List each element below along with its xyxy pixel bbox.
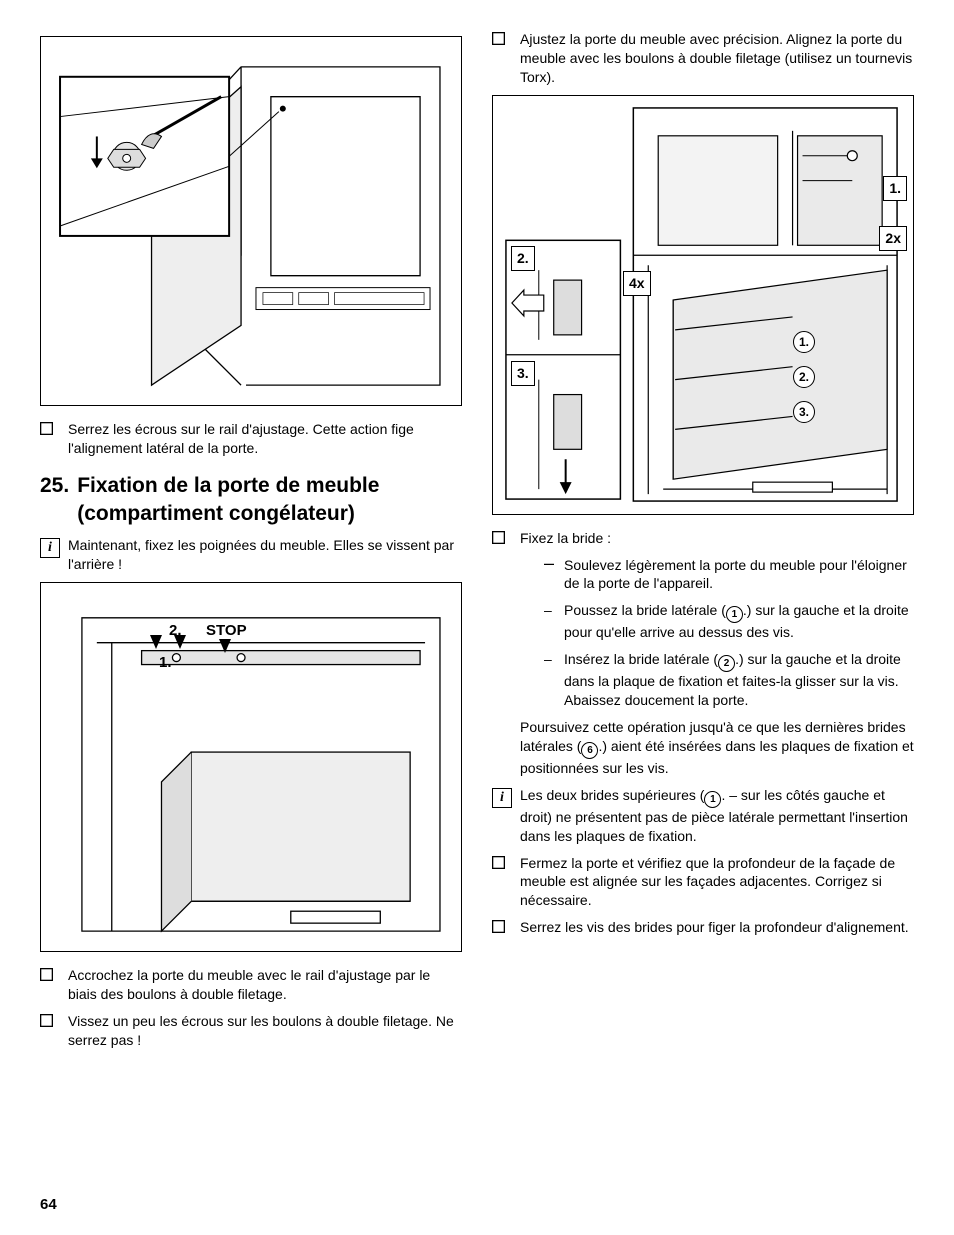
arrow-down-icon [219,639,231,653]
text: Ajustez la porte du meuble avec précisio… [520,30,914,87]
figure-rail-nuts [40,36,462,406]
text: Insérez la bride latérale (2.) sur la ga… [564,650,914,710]
label-2: 2. [511,246,535,271]
square-bullet-icon [40,966,68,981]
info-icon: i [492,786,520,808]
label-2x: 2x [879,226,907,251]
bullet-fixez: Fixez la bride : [492,529,914,548]
square-bullet-icon [492,918,520,933]
ref-1-icon: 1 [726,606,743,623]
text: Maintenant, fixez les poignées du meuble… [68,536,462,574]
square-bullet-icon [492,854,520,869]
text: Serrez les vis des brides pour figer la … [520,918,914,937]
dash-inserez: – Insérez la bride latérale (2.) sur la … [544,650,914,710]
bullet-fermez: Fermez la porte et vérifiez que la profo… [492,854,914,911]
info-brides-sup: i Les deux brides supérieures (1. – sur … [492,786,914,846]
circle-3: 3. [793,401,815,423]
square-bullet-icon [492,529,520,544]
square-bullet-icon [492,30,520,45]
text: Poussez la bride latérale (1.) sur la ga… [564,601,914,642]
heading-title: Fixation de la porte de meuble (comparti… [77,472,462,529]
text: Les deux brides supérieures (1. – sur le… [520,786,914,846]
figure-clamps: 1. 2x 2. 4x 3. 1. 2. 3. [492,95,914,515]
ref-6-icon: 6 [581,742,598,759]
bullet-serrez-brides: Serrez les vis des brides pour figer la … [492,918,914,937]
dash-soulevez: – Soulevez légèrement la porte du meuble… [544,556,914,594]
dash-icon: – [544,650,564,669]
label-4x: 4x [623,271,651,296]
page-number: 64 [40,1195,57,1215]
text: Fixez la bride : [520,529,914,548]
bullet-serrez-ecrous: Serrez les écrous sur le rail d'ajustage… [40,420,462,458]
text: Accrochez la porte du meuble avec le rai… [68,966,462,1004]
continue-text: Poursuivez cette opération jusqu'à ce qu… [520,718,914,778]
dash-icon: – [544,601,564,620]
bullet-vissez: Vissez un peu les écrous sur les boulons… [40,1012,462,1050]
bullet-ajustez: Ajustez la porte du meuble avec précisio… [492,30,914,87]
figure-hook-door: STOP 1. 2. [40,582,462,952]
info-handles: i Maintenant, fixez les poignées du meub… [40,536,462,574]
text: Serrez les écrous sur le rail d'ajustage… [68,420,462,458]
heading-number: 25. [40,472,77,529]
text: Fermez la porte et vérifiez que la profo… [520,854,914,911]
label-1: 1. [883,176,907,201]
arrow-down-icon [174,635,186,649]
square-bullet-icon [40,420,68,435]
text: Soulevez légèrement la porte du meuble p… [564,556,914,594]
step-1-label: 1. [159,653,172,673]
text: Vissez un peu les écrous sur les boulons… [68,1012,462,1050]
circle-2: 2. [793,366,815,388]
circle-1: 1. [793,331,815,353]
bullet-accrochez: Accrochez la porte du meuble avec le rai… [40,966,462,1004]
dash-icon: – [544,556,564,570]
dash-poussez: – Poussez la bride latérale (1.) sur la … [544,601,914,642]
heading-25: 25. Fixation de la porte de meuble (comp… [40,472,462,529]
arrow-down-icon [150,635,162,649]
ref-2-icon: 2 [718,655,735,672]
ref-1-icon: 1 [704,791,721,808]
square-bullet-icon [40,1012,68,1027]
label-3: 3. [511,361,535,386]
info-icon: i [40,536,68,558]
